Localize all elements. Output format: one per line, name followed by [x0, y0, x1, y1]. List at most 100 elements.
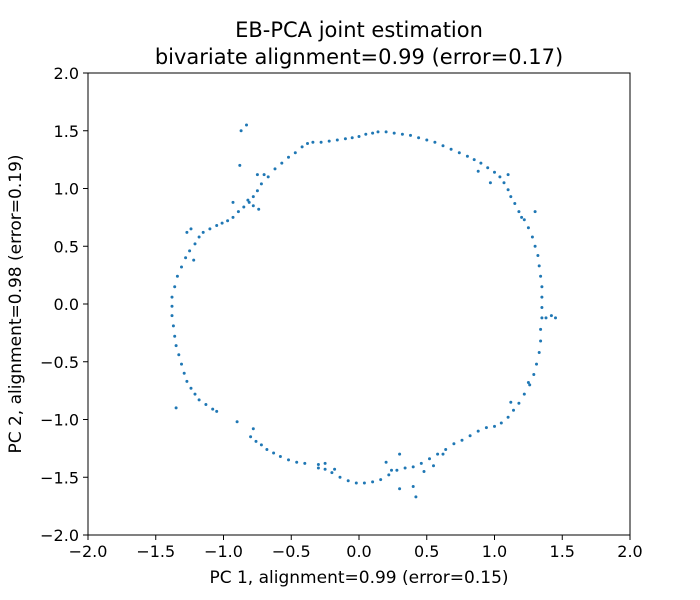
data-point — [220, 221, 224, 225]
data-point — [254, 439, 258, 443]
data-point — [371, 480, 375, 484]
data-point — [265, 448, 269, 451]
data-point — [476, 169, 480, 173]
data-point — [540, 295, 544, 299]
data-point — [411, 465, 415, 469]
data-point — [266, 175, 270, 179]
data-point — [364, 132, 368, 136]
data-point — [520, 215, 524, 219]
data-point — [180, 362, 183, 366]
data-point — [488, 181, 492, 185]
data-point — [513, 202, 517, 205]
y-tick-label: 0.5 — [54, 237, 79, 256]
data-point — [238, 163, 242, 167]
data-point — [215, 409, 219, 413]
data-point — [506, 173, 510, 177]
data-point — [398, 452, 402, 456]
data-point — [323, 467, 327, 471]
data-point — [242, 205, 246, 209]
data-point — [255, 189, 259, 193]
data-point — [392, 131, 396, 135]
y-axis-label: PC 2, alignment=0.98 (error=0.19) — [6, 154, 26, 453]
data-point — [425, 138, 429, 142]
x-tick-label: 0.0 — [346, 542, 371, 561]
data-point — [184, 256, 188, 260]
data-point — [441, 144, 445, 148]
data-point — [522, 392, 526, 396]
data-point — [457, 151, 461, 155]
x-tick-label: −1.5 — [136, 542, 175, 561]
y-tick-label: 1.0 — [54, 180, 79, 199]
data-point — [384, 130, 388, 134]
data-point — [486, 166, 490, 170]
data-point — [398, 487, 402, 491]
data-point — [417, 136, 421, 140]
data-point — [468, 434, 472, 438]
data-point — [211, 407, 215, 411]
data-point — [197, 398, 201, 402]
data-point — [384, 460, 388, 464]
data-point — [540, 316, 544, 320]
data-point — [428, 457, 431, 461]
data-point — [175, 274, 179, 278]
y-tick-label: −0.5 — [40, 353, 79, 372]
data-point — [350, 136, 354, 140]
data-point — [422, 470, 426, 473]
data-point — [414, 495, 418, 499]
data-point — [387, 473, 391, 477]
data-point — [549, 314, 553, 318]
data-point — [506, 415, 510, 419]
data-point — [174, 406, 178, 410]
data-point — [444, 448, 448, 451]
chart-title-line1: EB-PCA joint estimation — [235, 18, 483, 42]
data-point — [171, 324, 175, 328]
data-point — [335, 138, 339, 142]
y-axis-ticks: −2.0 −1.5 −1.0 −0.5 0.0 0.5 1.0 1.5 2.0 — [40, 64, 88, 545]
data-point — [185, 379, 189, 383]
data-point — [346, 479, 350, 483]
data-point — [472, 158, 476, 162]
data-point — [512, 408, 515, 412]
data-point — [479, 161, 483, 165]
data-point — [343, 137, 347, 141]
data-point — [499, 421, 503, 425]
data-point — [231, 215, 235, 219]
data-point — [327, 139, 331, 143]
data-point — [188, 249, 192, 253]
data-point — [376, 130, 380, 134]
y-tick-label: −2.0 — [40, 526, 79, 545]
x-tick-label: 1.5 — [550, 542, 575, 561]
data-point — [533, 244, 537, 248]
data-point — [333, 467, 337, 471]
data-point — [354, 481, 358, 485]
data-point — [247, 200, 251, 204]
data-point — [436, 452, 440, 456]
data-point — [273, 167, 277, 171]
data-point — [170, 295, 174, 299]
data-point — [522, 218, 526, 222]
data-point — [319, 140, 323, 144]
data-point — [192, 258, 196, 262]
data-point — [371, 131, 375, 135]
data-point — [170, 304, 174, 308]
data-point — [249, 435, 253, 439]
data-point — [498, 175, 502, 179]
data-point — [287, 458, 290, 462]
data-point — [189, 227, 193, 231]
x-tick-label: 2.0 — [617, 542, 642, 561]
data-point — [476, 429, 480, 433]
y-tick-label: −1.0 — [40, 411, 79, 430]
data-point — [174, 344, 178, 348]
data-point — [539, 274, 543, 278]
data-point — [526, 381, 530, 384]
data-point — [177, 353, 181, 357]
data-point — [535, 362, 538, 366]
data-point — [287, 155, 290, 159]
y-tick-label: −1.5 — [40, 468, 79, 487]
data-point — [311, 140, 315, 144]
data-point — [526, 226, 530, 230]
data-point — [554, 316, 557, 320]
data-point — [251, 195, 255, 199]
data-point — [259, 182, 263, 186]
